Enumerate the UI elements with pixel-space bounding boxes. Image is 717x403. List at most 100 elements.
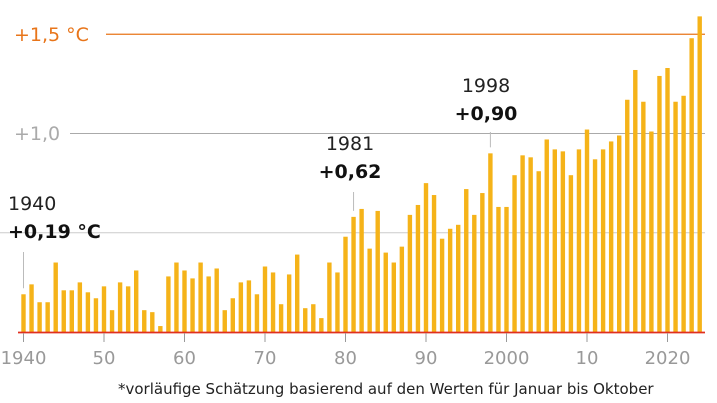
bar-1953 bbox=[125, 286, 131, 333]
bar-2012 bbox=[600, 149, 606, 332]
bars bbox=[21, 16, 702, 333]
bar-1966 bbox=[230, 298, 235, 332]
bar-2001 bbox=[512, 175, 517, 332]
bar-2013 bbox=[608, 141, 614, 332]
annotation-value-1981: +0,62 bbox=[319, 161, 382, 183]
bar-1950 bbox=[101, 286, 107, 333]
bar-1992 bbox=[439, 238, 445, 332]
bar-1996 bbox=[472, 214, 477, 332]
bar-2014 bbox=[617, 135, 622, 332]
bar-1955 bbox=[142, 310, 147, 333]
bar-1948 bbox=[85, 292, 91, 332]
bar-1954 bbox=[134, 270, 139, 332]
bar-1982 bbox=[359, 208, 364, 332]
bar-1994 bbox=[456, 224, 461, 332]
bar-1971 bbox=[270, 272, 276, 332]
bar-2017 bbox=[641, 101, 646, 333]
bar-1991 bbox=[431, 195, 437, 332]
bar-1970 bbox=[262, 266, 268, 333]
bar-1967 bbox=[238, 282, 244, 333]
x-tick-label-1970: 70 bbox=[254, 348, 277, 369]
x-tick-label-1950: 50 bbox=[93, 348, 116, 369]
bar-2024 bbox=[697, 16, 702, 332]
bar-1960 bbox=[182, 270, 187, 332]
bar-1957 bbox=[158, 326, 163, 333]
reference-lines: +1,5 °C +1,0 bbox=[0, 24, 705, 234]
temperature-anomaly-chart: +1,5 °C +1,0 1940 50 60 70 80 90 2000 10 2020 194… bbox=[0, 16, 705, 369]
bar-1951 bbox=[109, 310, 115, 333]
bar-1944 bbox=[53, 262, 58, 332]
annotation-year-1940: 1940 bbox=[8, 193, 56, 215]
annotation-year-1981: 1981 bbox=[326, 133, 374, 155]
bar-2006 bbox=[552, 149, 557, 332]
bar-1979 bbox=[335, 272, 340, 332]
bar-1978 bbox=[327, 262, 332, 332]
bar-1942 bbox=[37, 302, 42, 332]
bar-2021 bbox=[673, 101, 678, 333]
bar-2005 bbox=[544, 139, 549, 332]
bar-2022 bbox=[681, 95, 686, 332]
x-tick-label-1960: 60 bbox=[173, 348, 196, 369]
bar-1987 bbox=[399, 246, 405, 332]
x-tick-label-2020: 2020 bbox=[645, 348, 691, 369]
bar-2023 bbox=[689, 38, 694, 332]
bar-2018 bbox=[649, 131, 654, 332]
bar-2002 bbox=[520, 155, 525, 332]
bar-1945 bbox=[61, 290, 66, 332]
annotations: 1940 +0,19 °C 1981 +0,62 1998 +0,90 bbox=[8, 75, 518, 289]
bar-2011 bbox=[592, 159, 598, 332]
x-tick-label-1980: 80 bbox=[334, 348, 357, 369]
bar-1976 bbox=[311, 304, 316, 332]
bar-1998 bbox=[488, 153, 493, 332]
bar-2004 bbox=[536, 171, 541, 332]
x-tick-label-2000: 2000 bbox=[484, 348, 530, 369]
bar-1974 bbox=[295, 254, 300, 332]
bar-1984 bbox=[375, 210, 380, 332]
bar-1963 bbox=[206, 276, 211, 332]
bar-1985 bbox=[383, 252, 388, 332]
annotation-value-1998: +0,90 bbox=[455, 103, 518, 125]
bar-1943 bbox=[45, 302, 50, 332]
x-tick-label-1940: 1940 bbox=[1, 348, 47, 369]
bar-1997 bbox=[480, 193, 485, 332]
bar-1949 bbox=[93, 298, 99, 332]
bar-2008 bbox=[568, 175, 574, 332]
bar-1947 bbox=[77, 282, 83, 333]
bar-1941 bbox=[29, 284, 34, 332]
bar-1999 bbox=[496, 206, 501, 332]
bar-1975 bbox=[303, 308, 308, 332]
bar-1990 bbox=[423, 183, 429, 333]
bar-1995 bbox=[464, 189, 469, 332]
x-tick-label-2010: 10 bbox=[576, 348, 599, 369]
x-axis: 1940 50 60 70 80 90 2000 10 2020 bbox=[1, 331, 705, 369]
bar-1988 bbox=[407, 214, 413, 332]
bar-1969 bbox=[254, 294, 260, 332]
bar-1968 bbox=[246, 280, 252, 332]
bar-1993 bbox=[447, 228, 453, 332]
bar-1977 bbox=[319, 318, 324, 333]
bar-2015 bbox=[625, 99, 630, 332]
bar-1956 bbox=[150, 312, 155, 332]
annotation-value-1940: +0,19 °C bbox=[8, 221, 101, 243]
bar-2007 bbox=[560, 151, 566, 332]
bar-2019 bbox=[657, 75, 662, 332]
x-tick-label-1990: 90 bbox=[415, 348, 438, 369]
bar-1962 bbox=[198, 262, 203, 332]
bar-2000 bbox=[504, 206, 509, 332]
reference-label-1: +1,0 bbox=[14, 123, 60, 145]
bar-2003 bbox=[528, 157, 533, 332]
reference-label-0: +1,5 °C bbox=[14, 24, 89, 46]
bar-1972 bbox=[278, 304, 284, 332]
bar-1981 bbox=[351, 216, 356, 332]
bar-1959 bbox=[174, 262, 179, 332]
bar-2020 bbox=[665, 68, 670, 332]
bar-1952 bbox=[117, 282, 123, 333]
bar-1964 bbox=[214, 268, 219, 332]
bar-1946 bbox=[69, 290, 74, 332]
bar-1989 bbox=[415, 204, 421, 332]
bar-1986 bbox=[391, 262, 396, 332]
footnote: *vorläufige Schätzung basierend auf den … bbox=[118, 380, 654, 398]
bar-2009 bbox=[576, 149, 582, 332]
bar-2010 bbox=[584, 129, 590, 332]
bar-2016 bbox=[633, 69, 638, 332]
